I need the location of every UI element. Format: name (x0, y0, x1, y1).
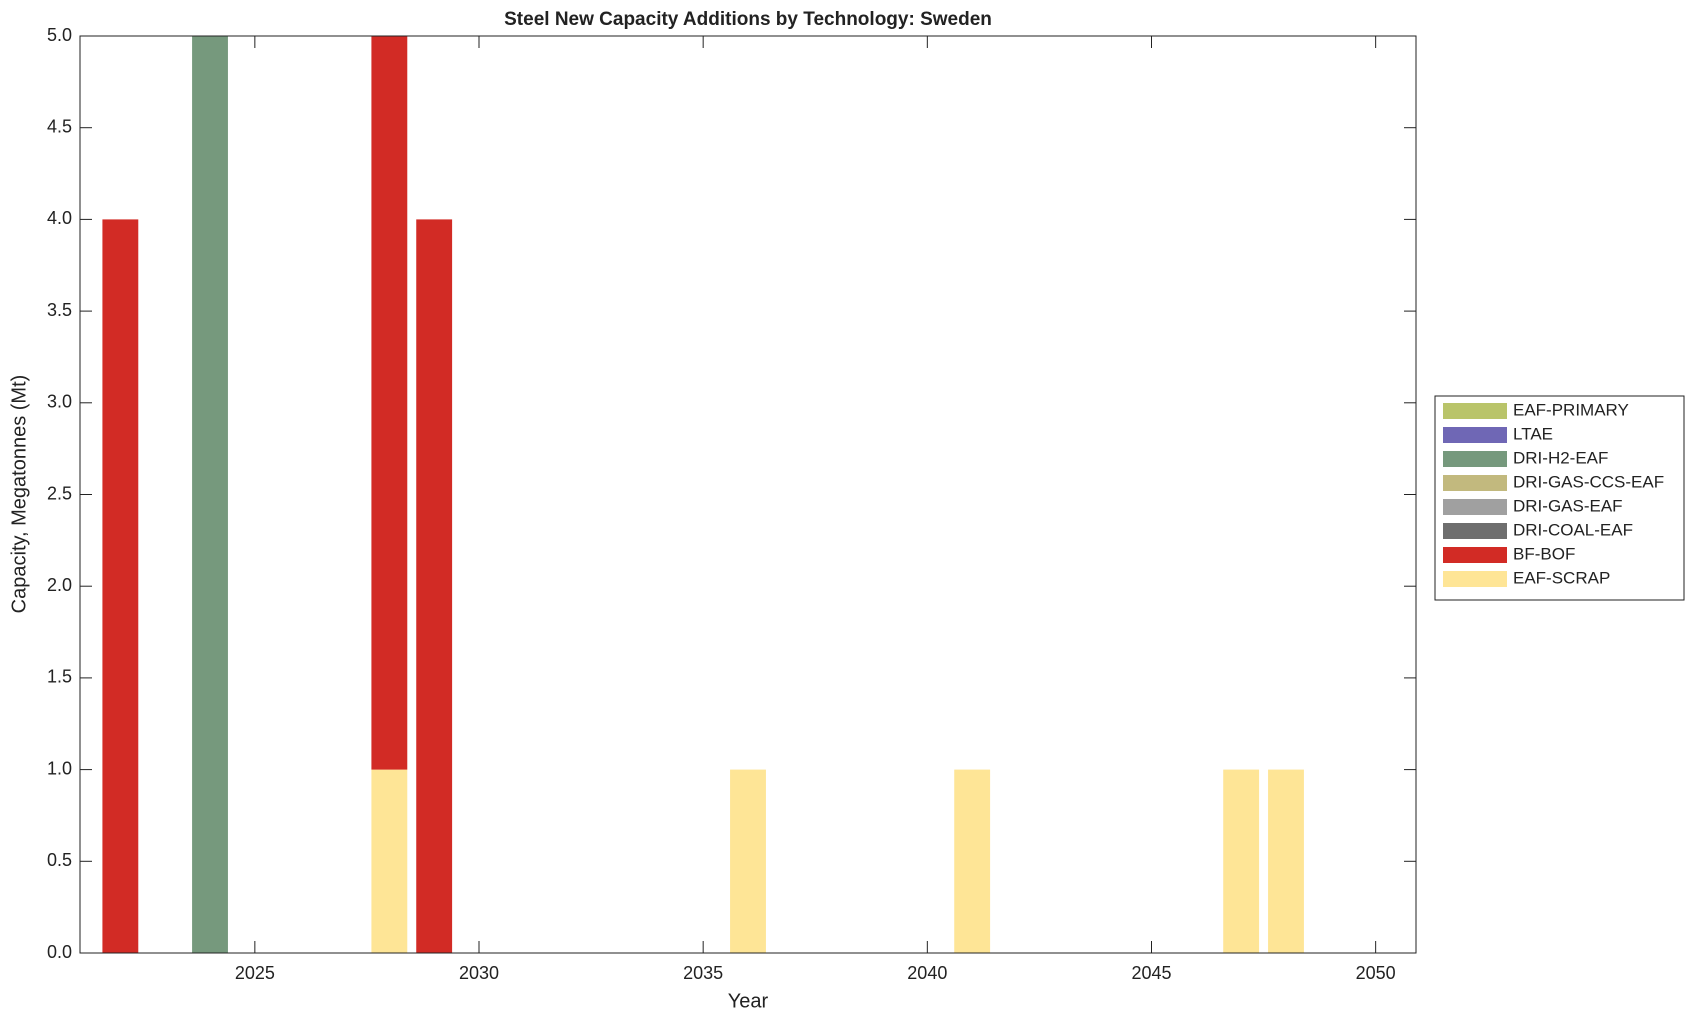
bar (1223, 769, 1260, 953)
y-axis-label: Capacity, Megatonnes (Mt) (8, 375, 30, 614)
legend-label: DRI-COAL-EAF (1513, 520, 1633, 539)
x-tick-label: 2030 (459, 963, 499, 983)
y-tick-label: 1.5 (47, 667, 72, 687)
legend-label: EAF-SCRAP (1513, 568, 1610, 587)
chart-title: Steel New Capacity Additions by Technolo… (504, 9, 992, 30)
legend-label: EAF-PRIMARY (1513, 400, 1629, 419)
bar (416, 219, 453, 953)
bar (954, 769, 991, 953)
legend-swatch (1443, 427, 1507, 443)
bar (192, 36, 228, 953)
legend-swatch (1443, 403, 1507, 419)
y-tick-label: 3.5 (47, 300, 72, 320)
legend-swatch (1443, 451, 1507, 467)
bar (730, 769, 766, 953)
legend-swatch (1443, 499, 1507, 515)
x-tick-label: 2025 (235, 963, 275, 983)
legend-label: DRI-GAS-EAF (1513, 496, 1623, 515)
bar (371, 769, 408, 953)
legend-swatch (1443, 547, 1507, 563)
x-tick-label: 2050 (1356, 963, 1396, 983)
y-tick-label: 4.5 (47, 116, 72, 136)
y-tick-label: 3.0 (47, 392, 72, 412)
y-tick-label: 2.5 (47, 483, 72, 503)
legend-label: DRI-GAS-CCS-EAF (1513, 472, 1664, 491)
bar (1268, 769, 1304, 953)
x-axis-label: Year (728, 990, 769, 1012)
y-tick-label: 4.0 (47, 208, 72, 228)
y-tick-label: 0.0 (47, 942, 72, 962)
legend-swatch (1443, 475, 1507, 491)
x-tick-label: 2035 (683, 963, 723, 983)
y-tick-label: 2.0 (47, 575, 72, 595)
x-tick-label: 2040 (907, 963, 947, 983)
bar (371, 36, 408, 770)
y-tick-label: 0.5 (47, 850, 72, 870)
x-tick-label: 2045 (1131, 963, 1171, 983)
y-tick-label: 1.0 (47, 758, 72, 778)
legend-label: LTAE (1513, 424, 1553, 443)
legend-swatch (1443, 523, 1507, 539)
bar (102, 219, 139, 953)
legend-swatch (1443, 571, 1507, 587)
legend-label: DRI-H2-EAF (1513, 448, 1608, 467)
legend-label: BF-BOF (1513, 544, 1575, 563)
y-tick-label: 5.0 (47, 25, 72, 45)
